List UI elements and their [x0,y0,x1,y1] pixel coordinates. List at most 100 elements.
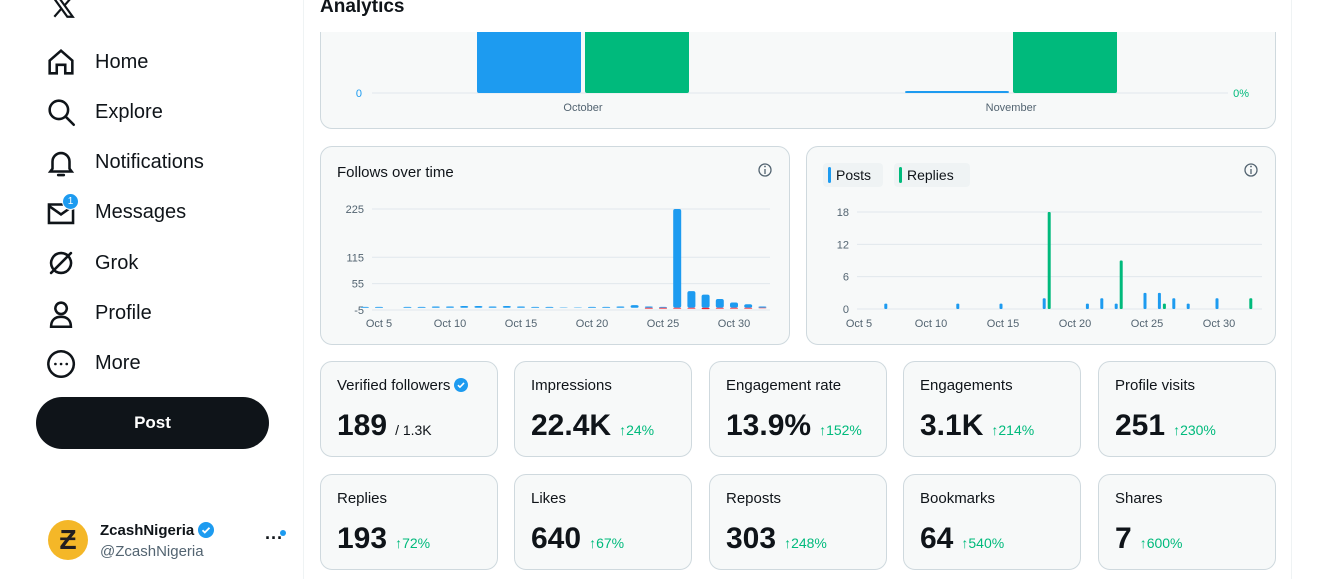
activity-card [806,146,1276,345]
stat-card[interactable]: Shares 7 ↑600% [1098,474,1276,570]
stat-card[interactable]: Bookmarks 64 ↑540% [903,474,1081,570]
follows-card [320,146,790,345]
bar [644,307,653,309]
post-button[interactable]: Post [36,397,269,449]
bar [417,306,426,308]
stat-change-text: 72% [402,535,431,551]
bar [1047,212,1051,309]
verified-badge [454,378,469,392]
stat-value: 640 ↑67% [531,522,624,556]
nav-item[interactable]: Messages 1 [44,192,186,233]
stat-change-text: 152% [826,422,862,438]
stat-card[interactable]: Likes 640 ↑67% [514,474,692,570]
stat-label: Likes [531,490,566,507]
stat-value-text: 251 [1115,409,1166,442]
stat-change: ↑214% [991,422,1034,438]
y-tick-label: 225 [346,204,364,216]
bar [730,302,738,308]
stat-label: Engagements [920,377,1013,394]
nav-item[interactable]: Home [44,42,148,82]
nav-icon [48,48,74,75]
nav-icon [48,99,76,127]
stat-label: Profile visits [1115,377,1195,394]
x-tick-label: Oct 20 [1059,318,1091,330]
stat-change: ↑600% [1140,535,1183,551]
nav-icon [49,300,73,328]
stat-change-text: 600% [1146,535,1183,551]
stat-value-text: 64 [920,522,954,555]
stat-card[interactable]: Impressions 22.4K ↑24% [514,361,692,457]
bar [659,306,667,308]
stat-card[interactable]: Profile visits 251 ↑230% [1098,361,1276,457]
stat-card[interactable]: Engagement rate 13.9% ↑152% [709,361,887,457]
nav-item[interactable]: More [44,344,141,384]
x-tick-label: October [563,102,602,114]
bar [545,306,554,308]
stat-label-text: Reposts [726,490,782,507]
nav-item[interactable]: Explore [44,92,163,132]
nav-icon [47,151,75,176]
stat-label-text: Bookmarks [920,490,996,507]
account-name[interactable]: ZcashNigeria [100,522,215,539]
stat-label-text: Profile visits [1115,377,1196,394]
nav-item[interactable]: Profile [44,294,152,334]
stat-change: ↑248% [784,535,827,551]
info-icon[interactable] [1244,163,1258,177]
legend-label: Posts [836,167,871,183]
bar [531,306,540,308]
stat-value: 193 ↑72% [337,522,430,556]
stat-value: 64 ↑540% [920,522,1004,556]
up-arrow: ↑ [1173,422,1181,438]
more-menu[interactable]: ··· [265,528,283,548]
account-name-text: ZcashNigeria [100,522,195,539]
stat-label-text: Verified followers [337,377,451,394]
bar [616,306,625,308]
up-arrow: ↑ [1139,535,1147,551]
info-icon[interactable] [758,163,772,177]
stat-change: ↑230% [1173,422,1216,438]
x-tick-label: Oct 25 [1131,318,1163,330]
bar [474,306,483,308]
legend-swatch [899,167,902,183]
stat-change-text: 24% [626,422,655,438]
bar [715,307,724,309]
x-tick-label: Oct 20 [576,318,608,330]
bar [644,306,653,308]
nav-item[interactable]: Notifications [44,143,204,183]
bar [517,306,525,308]
stat-change-text: 230% [1180,422,1216,438]
legend-item[interactable]: Replies [894,163,970,187]
y-tick-label: 0 [843,304,849,316]
x-logo[interactable] [50,0,76,20]
legend-chip [823,163,883,187]
nav-item[interactable]: Grok [44,243,138,283]
bar [673,307,682,309]
stat-card[interactable]: Engagements 3.1K ↑214% [903,361,1081,457]
stat-value-text: 3.1K [920,409,984,442]
stat-change-text: 214% [998,422,1035,438]
x-tick-label: Oct 10 [915,318,947,330]
stat-value: 3.1K ↑214% [920,409,1034,443]
bar [1215,298,1219,309]
y-tick-label: 55 [352,279,364,291]
bar [659,307,667,309]
y-tick-label: 12 [837,239,849,251]
bar [431,306,440,308]
stat-change-text: 540% [968,535,1005,551]
avatar[interactable]: Ƶ [48,520,88,560]
stat-card[interactable]: Reposts 303 ↑248% [709,474,887,570]
bar [730,307,738,309]
stat-value-text: 193 [337,522,388,555]
stat-card[interactable]: Verified followers 189 / 1.3K [320,361,498,457]
stat-label-text: Engagement rate [726,377,842,394]
stat-change: ↑152% [819,422,862,438]
legend-item[interactable]: Posts [823,163,883,187]
bar [502,306,511,308]
stat-card[interactable]: Replies 193 ↑72% [320,474,498,570]
bar [673,209,682,308]
divider [1291,0,1292,579]
nav-icon [47,349,76,378]
header-title: Analytics [320,0,405,17]
legend-label: Replies [907,167,954,183]
